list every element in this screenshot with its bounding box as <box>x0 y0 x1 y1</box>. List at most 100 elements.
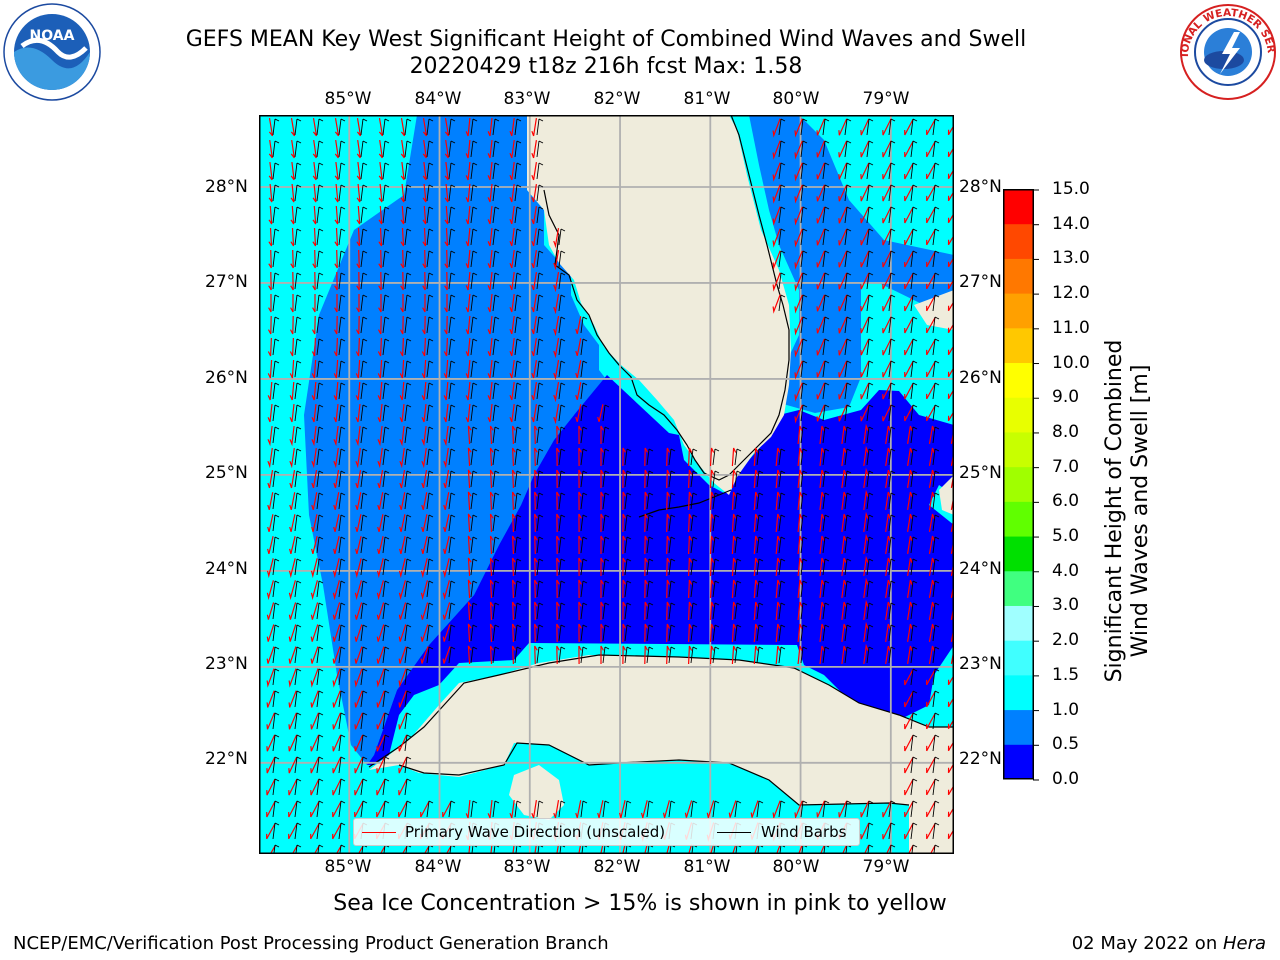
wave-arrow <box>926 822 936 840</box>
wind-barb <box>932 448 940 466</box>
wave-arrow <box>288 602 297 620</box>
wave-arrow <box>266 734 276 752</box>
wind-barb <box>426 382 434 400</box>
wind-barb <box>316 492 324 510</box>
wave-arrow <box>422 140 427 159</box>
wind-barb <box>866 492 874 510</box>
wave-arrow <box>534 513 538 533</box>
wind-barb <box>844 360 852 378</box>
wave-arrow <box>600 469 604 488</box>
wave-arrow <box>841 535 847 554</box>
wave-arrow <box>950 602 954 621</box>
wind-barb <box>294 118 302 136</box>
wave-arrow <box>355 315 360 335</box>
wave-arrow <box>553 294 560 315</box>
wave-arrow <box>289 315 294 335</box>
wind-barb <box>932 822 940 840</box>
wind-barb <box>624 514 632 532</box>
wave-arrow <box>289 359 295 379</box>
wave-arrow <box>772 228 781 248</box>
wave-arrow <box>926 162 936 180</box>
wind-barb <box>888 514 896 532</box>
wave-arrow <box>531 404 537 423</box>
wind-barb <box>800 404 808 422</box>
wave-arrow <box>509 228 515 247</box>
wave-arrow <box>465 205 471 225</box>
wave-arrow <box>947 784 954 796</box>
wave-arrow <box>266 756 276 774</box>
wave-arrow <box>575 316 582 334</box>
wave-arrow <box>467 513 472 533</box>
wave-arrow <box>312 249 316 269</box>
wind-barb <box>492 470 500 488</box>
wave-arrow <box>509 360 515 379</box>
lat-label-left-28n: 28°N <box>205 177 248 197</box>
wave-arrow <box>709 601 715 621</box>
colorbar-tick-label-3: 12.0 <box>1052 283 1090 304</box>
wave-arrow <box>926 382 936 400</box>
wind-barb <box>338 822 346 840</box>
wave-arrow <box>487 206 493 225</box>
wind-barb <box>910 382 918 400</box>
wind-barb <box>426 118 434 136</box>
wave-arrow <box>512 535 516 555</box>
wind-barb <box>470 316 478 334</box>
wind-barb <box>492 250 500 268</box>
wave-arrow <box>465 403 471 423</box>
wave-arrow <box>379 844 387 854</box>
wind-barb <box>338 712 346 730</box>
wind-barb <box>316 536 324 554</box>
wind-barb <box>404 294 412 312</box>
wind-barb <box>602 426 610 444</box>
noaa-logo: NOAA <box>3 3 101 101</box>
wind-barb <box>844 272 852 290</box>
wave-arrow <box>926 360 936 378</box>
wave-arrow <box>398 624 407 642</box>
wave-arrow <box>376 668 385 688</box>
colorbar-bin-15 <box>1003 223 1033 259</box>
wave-arrow <box>816 800 826 818</box>
wave-arrow <box>794 338 803 358</box>
wind-barb <box>690 580 698 598</box>
wave-arrow <box>838 800 848 818</box>
wave-arrow <box>882 800 892 818</box>
wave-arrow <box>377 359 383 379</box>
wave-arrow <box>312 205 317 225</box>
wind-barb <box>646 646 654 664</box>
wind-barb <box>316 646 324 664</box>
wave-arrow <box>709 491 715 511</box>
wind-barb <box>910 426 918 444</box>
wave-arrow <box>398 712 408 730</box>
wind-barb <box>338 470 346 488</box>
wave-arrow <box>947 806 954 818</box>
wind-barb <box>822 206 830 224</box>
wind-barb <box>580 360 588 378</box>
wind-barb <box>888 800 896 818</box>
wind-barb <box>668 800 676 818</box>
wind-barb <box>426 800 434 818</box>
wave-arrow <box>333 404 339 423</box>
wave-arrow <box>640 800 648 821</box>
wave-arrow <box>688 844 693 854</box>
wind-barb <box>822 360 830 378</box>
wind-barb <box>426 250 434 268</box>
wave-arrow <box>882 140 892 158</box>
wave-arrow <box>465 359 471 379</box>
wind-barb <box>866 360 874 378</box>
wind-barb <box>382 558 390 576</box>
wind-barb <box>492 536 500 554</box>
wind-barb <box>272 712 280 730</box>
wind-barb <box>690 800 698 818</box>
wave-arrow <box>885 447 891 466</box>
wave-arrow <box>266 580 274 601</box>
wave-arrow <box>289 448 295 469</box>
wave-arrow <box>709 513 715 533</box>
wave-arrow <box>772 800 781 820</box>
wave-arrow <box>928 601 935 620</box>
wind-barb <box>272 184 280 202</box>
wind-barb <box>580 382 588 400</box>
wave-arrow <box>622 491 626 511</box>
lat-label-left-23n: 23°N <box>205 654 248 674</box>
wind-barb <box>448 294 456 312</box>
wind-barb <box>338 426 346 444</box>
